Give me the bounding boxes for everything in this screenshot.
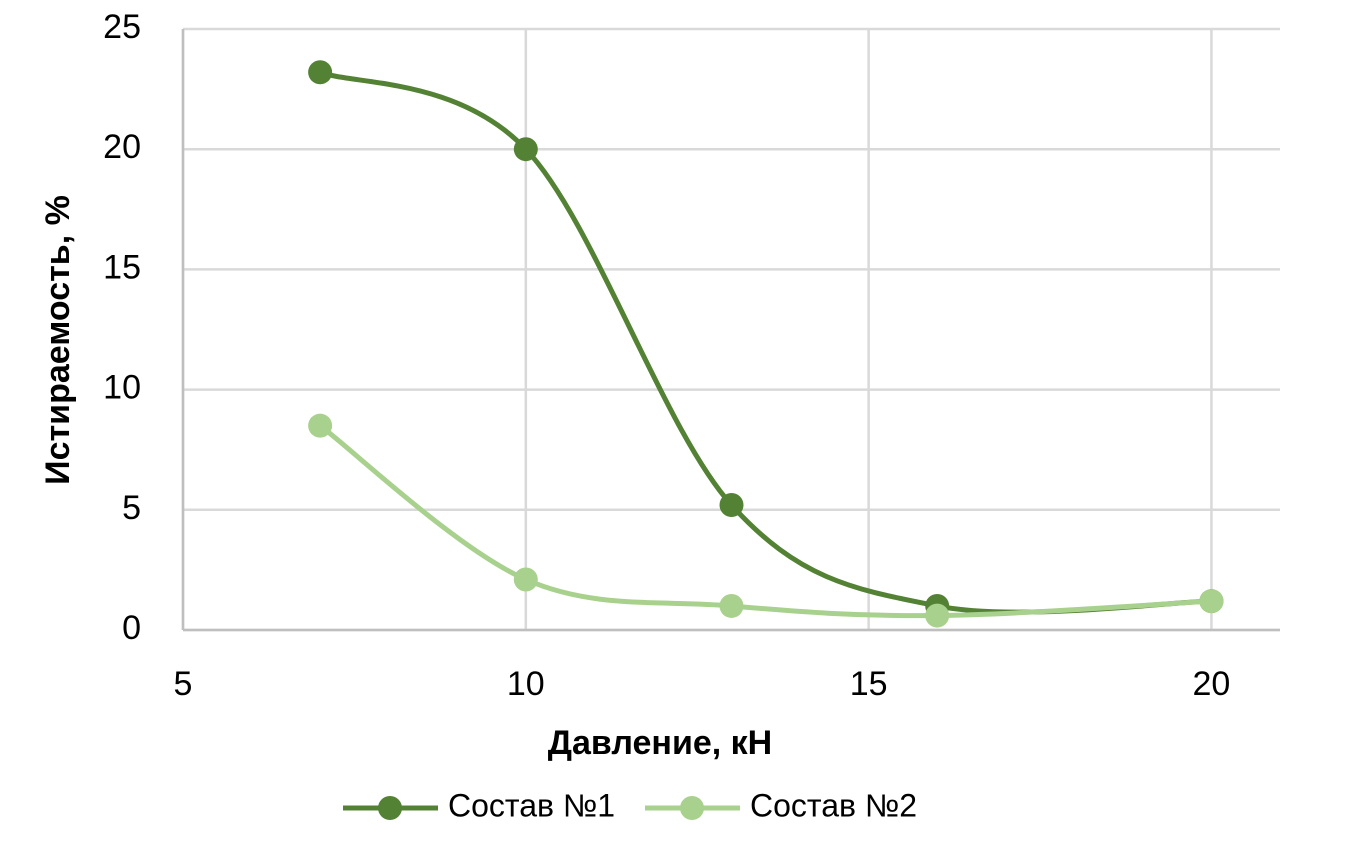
y-axis-title: Истираемость, % <box>39 195 77 485</box>
legend-label: Состав №1 <box>448 787 615 823</box>
legend-label: Состав №2 <box>750 787 917 823</box>
data-point <box>308 413 333 438</box>
x-tick-label: 10 <box>507 665 545 703</box>
y-tick-label: 10 <box>103 369 141 407</box>
legend-swatch-marker <box>680 796 705 820</box>
data-point <box>513 567 538 592</box>
data-point <box>719 492 744 517</box>
x-tick-label: 20 <box>1193 665 1231 703</box>
y-tick-label: 5 <box>122 489 141 527</box>
data-point <box>1199 589 1224 614</box>
x-tick-label: 5 <box>174 665 193 703</box>
y-tick-label: 20 <box>103 128 141 166</box>
data-point <box>513 137 538 162</box>
y-tick-label: 15 <box>103 248 141 286</box>
data-point <box>308 60 333 85</box>
x-axis-title: Давление, кН <box>548 724 772 762</box>
y-tick-label: 25 <box>103 8 141 46</box>
series-line <box>317 423 1214 619</box>
y-tick-label: 0 <box>122 609 141 647</box>
x-tick-label: 15 <box>850 665 888 703</box>
data-point <box>719 593 744 618</box>
legend-swatch-marker <box>378 796 402 820</box>
data-point <box>925 603 950 628</box>
series-line <box>317 69 1214 615</box>
